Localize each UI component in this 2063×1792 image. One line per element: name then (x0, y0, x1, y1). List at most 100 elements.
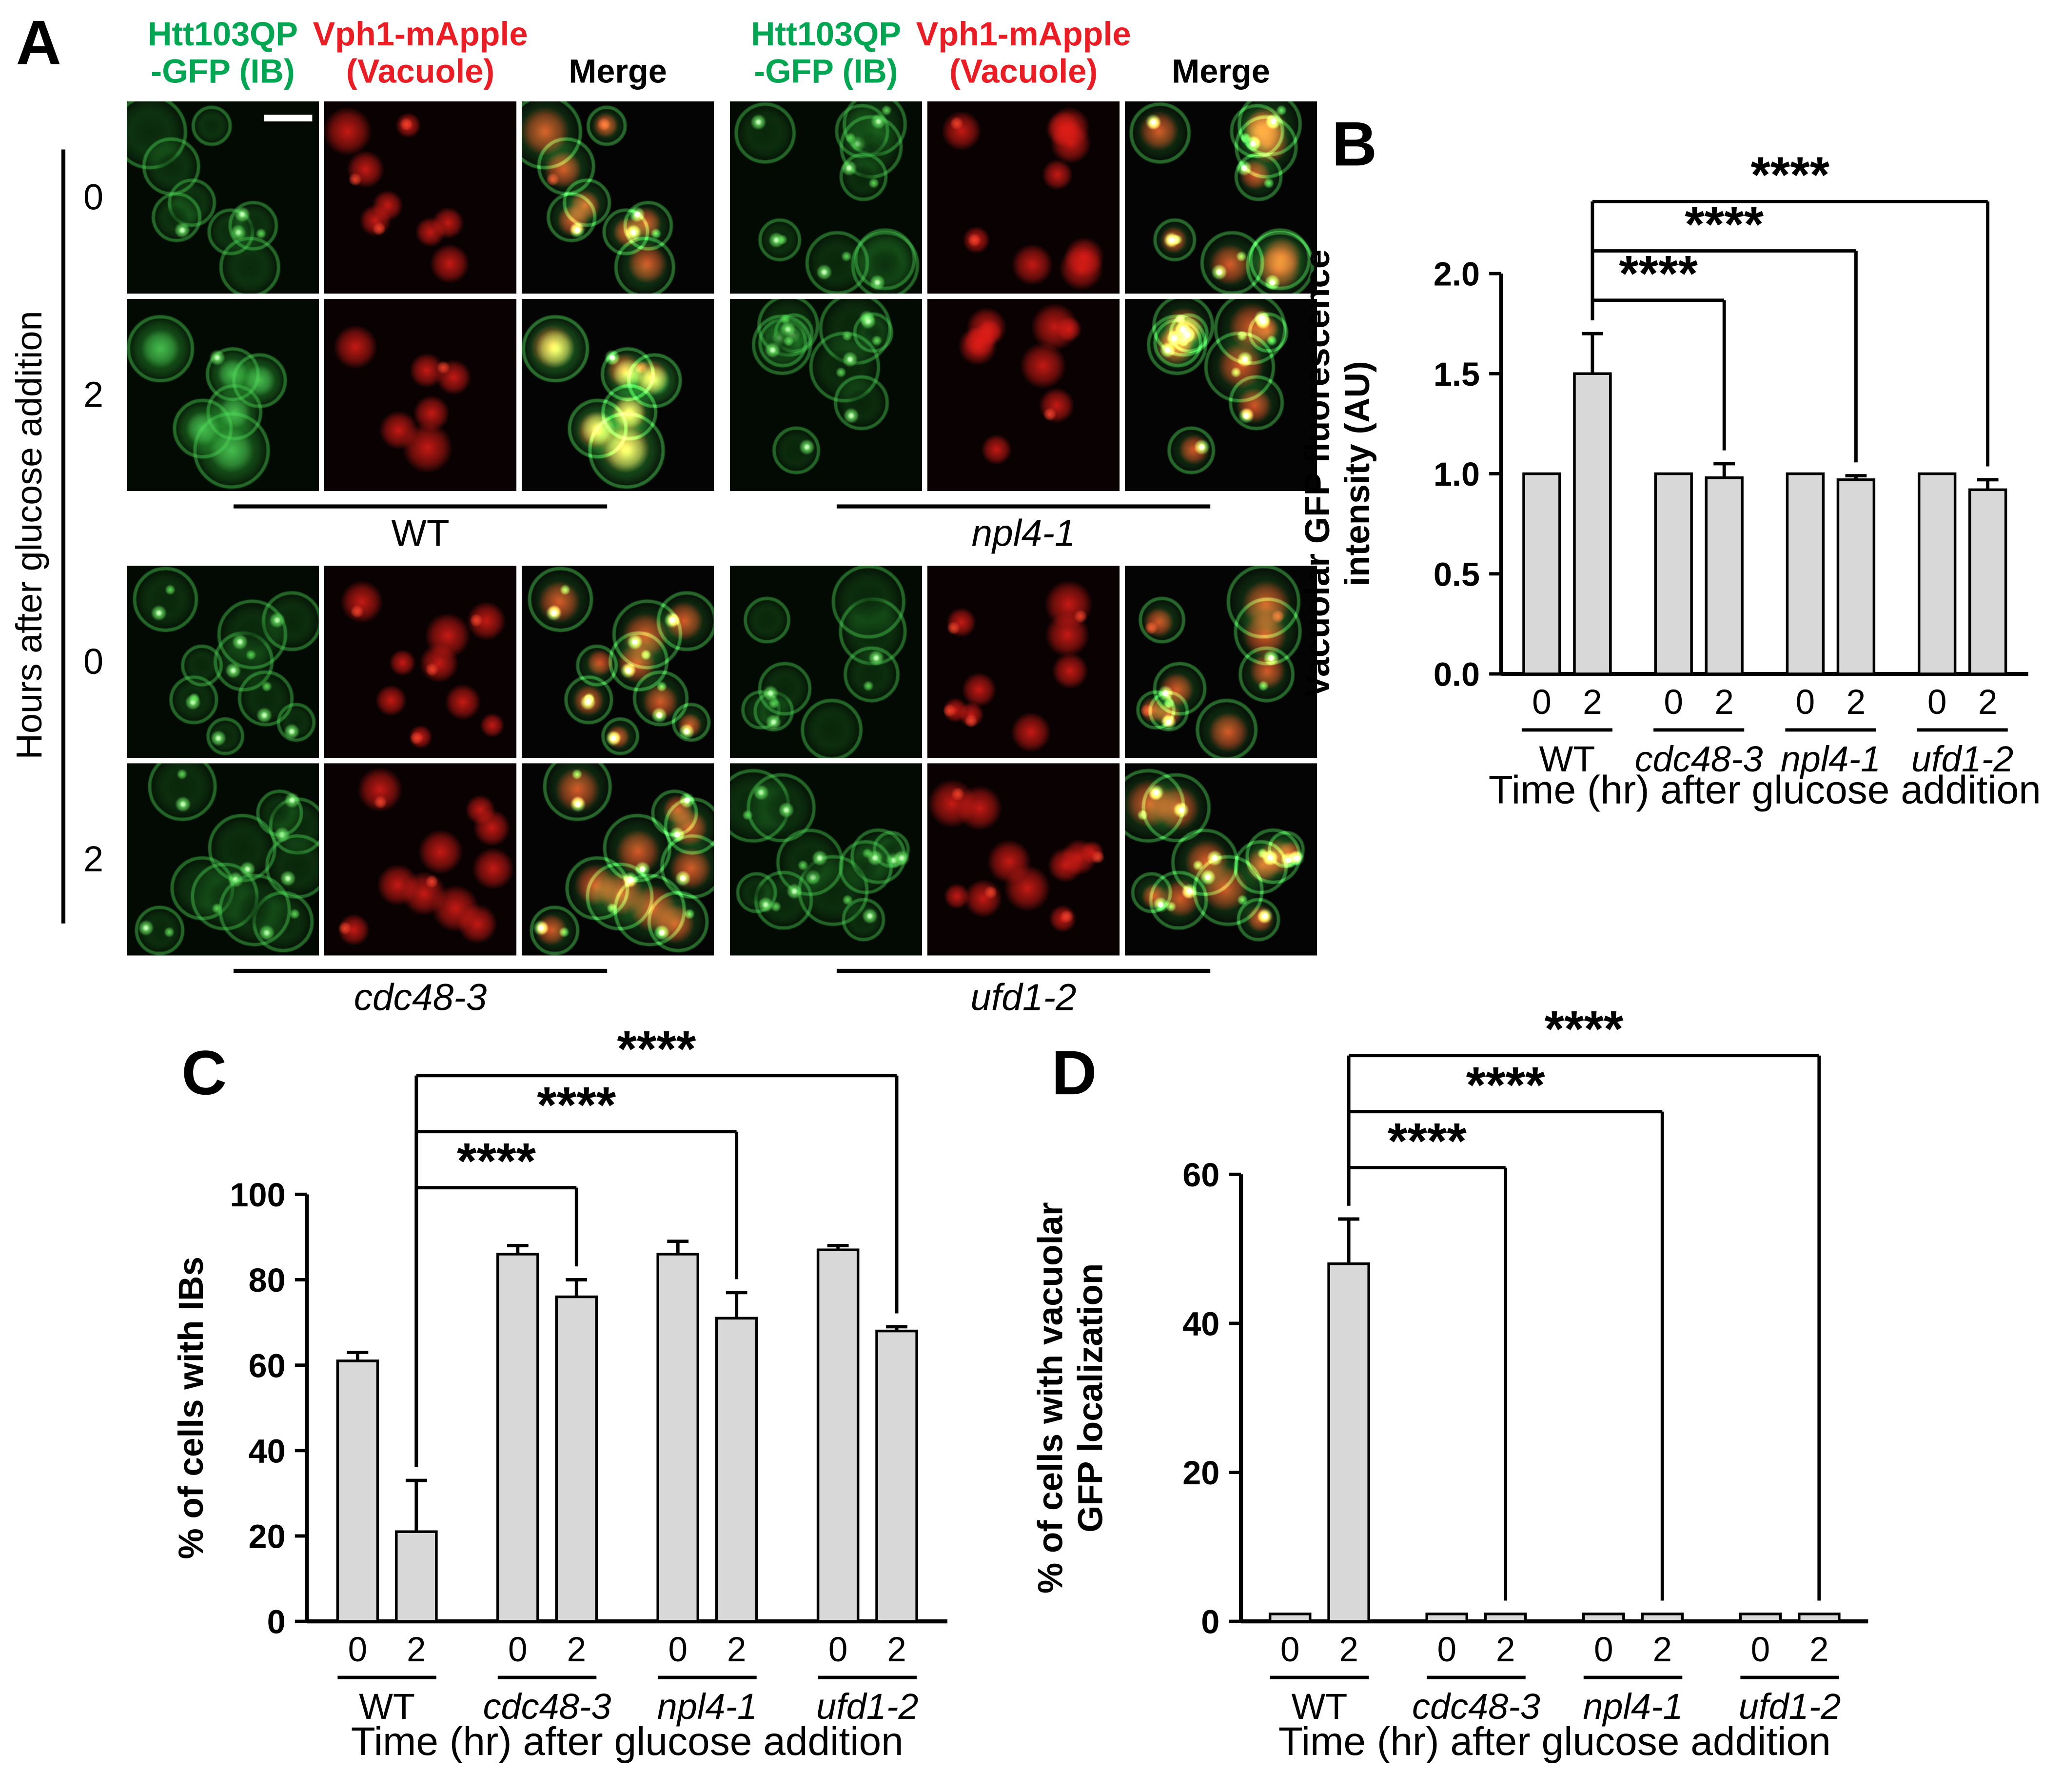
channel-header-vacuole-left: Vph1-mApple (Vacuole) (313, 2, 528, 91)
bar-time-label: 2 (1652, 1631, 1672, 1669)
y-tick-label: 40 (249, 1433, 286, 1470)
bar-time-label: 0 (1664, 683, 1683, 722)
bar-time-label: 0 (1532, 683, 1552, 722)
micrograph-cdc48-3-2h-gfp (126, 763, 319, 956)
y-tick-label: 0 (1201, 1604, 1219, 1641)
bar-time-label: 2 (1339, 1631, 1358, 1669)
bar-time-label: 0 (508, 1631, 528, 1669)
channel-header-merge-left: Merge (518, 2, 718, 91)
significance-stars: **** (1685, 196, 1764, 253)
bar-time-label: 2 (1847, 683, 1866, 722)
bar-WT-2h (1327, 1262, 1370, 1623)
micrograph-cdc48-3-2h-vacuole (324, 763, 517, 956)
micrograph-cdc48-3-0h-vacuole (324, 566, 517, 758)
significance-stars: **** (1750, 147, 1829, 203)
panel-d-label: D (1051, 1037, 1097, 1108)
bar-ufd1-2-2h (875, 1329, 918, 1623)
micrograph-WT-2h-vacuole (324, 299, 517, 492)
micrograph-npl4-1-0h-merge (1125, 101, 1317, 294)
time-label-row2: 2 (83, 375, 104, 415)
time-label-row3: 0 (83, 642, 104, 682)
time-label-row1: 0 (83, 177, 104, 218)
bar-cdc48-3-2h (1705, 476, 1744, 675)
y-tick-label: 0.5 (1434, 556, 1480, 593)
bar-cdc48-3-0h (496, 1253, 539, 1623)
bar-WT-2h (395, 1530, 438, 1623)
bar-ufd1-2-0h (1917, 472, 1957, 675)
strain-label: cdc48-3 (483, 1686, 611, 1727)
panel-b-label: B (1332, 108, 1377, 179)
strain-label: ufd1-2 (1739, 1686, 1841, 1727)
strain-label: WT (1539, 739, 1595, 779)
micrograph-ufd1-2-0h-merge (1125, 566, 1317, 758)
bar-npl4-1-2h (1836, 478, 1876, 675)
header-line: Htt103QP (148, 16, 298, 54)
strain-underline-npl4 (836, 504, 1211, 509)
strain-label: WT (1291, 1686, 1347, 1727)
x-axis-title: Time (hr) after glucose addition (1489, 768, 2041, 812)
micrograph-ufd1-2-2h-vacuole (927, 763, 1120, 956)
y-axis-title: % of cells with vacuolar (1031, 1202, 1070, 1594)
micrograph-npl4-1-2h-vacuole (927, 299, 1120, 492)
micrograph-cdc48-3-0h-merge (522, 566, 714, 758)
strain-label: npl4-1 (657, 1686, 757, 1727)
bar-ufd1-2-0h (1739, 1613, 1782, 1623)
y-axis-title: Vacuolar GFP fluorescence (1298, 250, 1337, 698)
chart-percent-vacuolar-gfp: 0 20 40 60 0 2 WT 0 2 cdc48-3 0 2 npl4-1 0 2 ufd1-2 ****… (1031, 1001, 1868, 1764)
strain-label: cdc48-3 (1412, 1686, 1540, 1727)
micrograph-WT-0h-gfp (126, 101, 319, 294)
panel-c-label: C (181, 1037, 227, 1108)
header-line: (Vacuole) (949, 53, 1098, 91)
micrograph-npl4-1-2h-merge (1125, 299, 1317, 492)
micrograph-npl4-1-2h-gfp (729, 299, 923, 492)
micrograph-npl4-1-0h-gfp (729, 101, 923, 294)
bar-WT-0h (336, 1359, 379, 1623)
y-tick-label: 60 (249, 1347, 286, 1384)
micrograph-cdc48-3-0h-gfp (126, 566, 319, 758)
header-line: Merge (1172, 53, 1270, 91)
bar-ufd1-2-2h (1798, 1613, 1841, 1623)
bar-ufd1-2-2h (1968, 488, 2007, 675)
bar-time-label: 0 (1751, 1631, 1770, 1669)
bar-time-label: 2 (887, 1631, 906, 1669)
strain-label-cdc48-3: cdc48-3 (354, 977, 487, 1019)
bar-time-label: 0 (668, 1631, 688, 1669)
strain-label-wt: WT (391, 512, 450, 554)
x-axis-title: Time (hr) after glucose addition (1278, 1719, 1831, 1764)
micrograph-ufd1-2-2h-gfp (729, 763, 923, 956)
bar-time-label: 0 (1280, 1631, 1300, 1669)
bar-cdc48-3-2h (1484, 1613, 1527, 1623)
micrograph-ufd1-2-2h-merge (1125, 763, 1317, 956)
y-tick-label: 100 (230, 1177, 286, 1214)
micrograph-npl4-1-0h-vacuole (927, 101, 1120, 294)
strain-label: WT (359, 1686, 415, 1727)
y-axis-title: GFP localization (1072, 1263, 1110, 1533)
y-tick-label: 2.0 (1434, 256, 1480, 293)
hours-axis-label: Hours after glucose addition (9, 311, 50, 760)
significance-stars: **** (1466, 1057, 1545, 1114)
strain-label: ufd1-2 (1911, 739, 2013, 779)
bar-time-label: 0 (348, 1631, 368, 1669)
bar-npl4-1-0h (1582, 1613, 1625, 1623)
scale-bar (264, 115, 313, 122)
bar-WT-2h (1573, 372, 1612, 675)
y-tick-label: 80 (249, 1262, 286, 1299)
bar-time-label: 2 (407, 1631, 426, 1669)
significance-stars: **** (1619, 246, 1698, 302)
strain-label-npl4-1: npl4-1 (971, 512, 1076, 554)
header-line: Vph1-mApple (916, 16, 1131, 54)
micrograph-WT-2h-merge (522, 299, 714, 492)
header-line: -GFP (IB) (754, 53, 898, 91)
bar-WT-0h (1268, 1613, 1312, 1623)
bar-time-label: 2 (1714, 683, 1734, 722)
strain-label: npl4-1 (1583, 1686, 1683, 1727)
y-tick-label: 60 (1182, 1157, 1219, 1194)
bar-cdc48-3-0h (1425, 1613, 1469, 1623)
y-tick-label: 20 (1182, 1455, 1219, 1492)
bar-time-label: 0 (1437, 1631, 1456, 1669)
bar-ufd1-2-0h (816, 1248, 860, 1623)
micrograph-ufd1-2-0h-vacuole (927, 566, 1120, 758)
y-tick-label: 20 (249, 1518, 286, 1556)
bar-cdc48-3-2h (555, 1295, 598, 1623)
